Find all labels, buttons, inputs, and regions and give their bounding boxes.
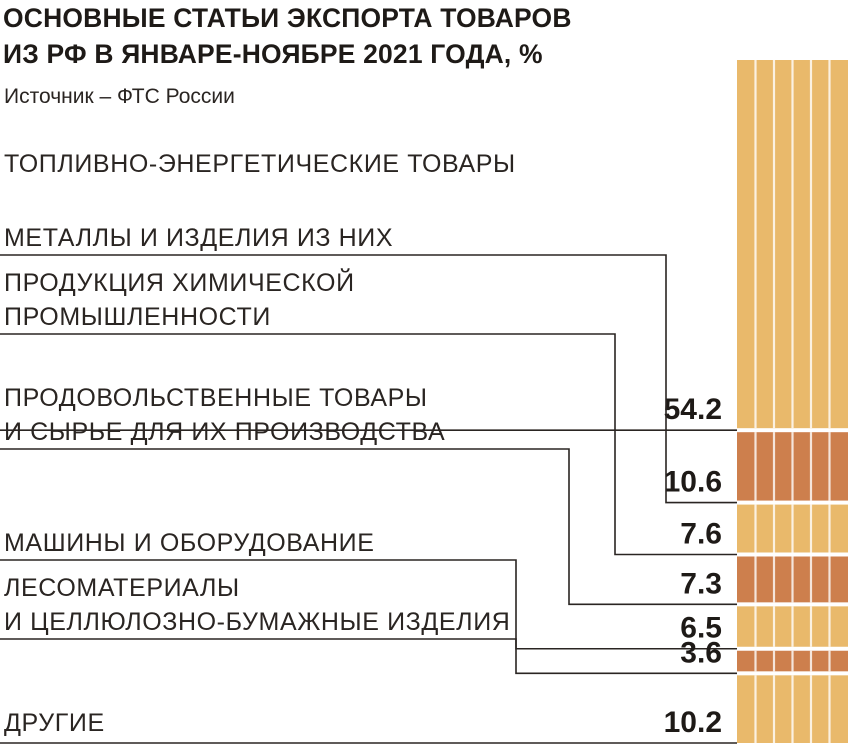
- value-label: 7.3: [680, 567, 722, 600]
- value-label: 7.6: [680, 517, 722, 550]
- value-label: 6.5: [680, 612, 722, 645]
- leader-line: [0, 254, 737, 504]
- category-label: ПРОДОВОЛЬСТВЕННЫЕ ТОВАРЫ: [4, 384, 428, 412]
- category-label: ПРОМЫШЛЕННОСТИ: [4, 303, 271, 331]
- category-label: И СЫРЬЕ ДЛЯ ИХ ПРОИЗВОДСТВА: [4, 418, 445, 446]
- leader-line: [0, 559, 737, 650]
- category-label: ПРОДУКЦИЯ ХИМИЧЕСКОЙ: [4, 267, 355, 297]
- category-label: ДРУГИЕ: [4, 709, 105, 737]
- value-label: 3.6: [680, 636, 722, 669]
- value-label: 10.6: [664, 466, 722, 499]
- category-label: МАШИНЫ И ОБОРУДОВАНИЕ: [4, 529, 375, 557]
- category-label: МЕТАЛЛЫ И ИЗДЕЛИЯ ИЗ НИХ: [4, 224, 393, 252]
- value-label: 54.2: [664, 393, 722, 426]
- value-label: 10.2: [664, 706, 722, 739]
- category-label: ЛЕСОМАТЕРИАЛЫ: [4, 574, 240, 602]
- chart-title-line-1: ОСНОВНЫЕ СТАТЬИ ЭКСПОРТА ТОВАРОВ: [3, 3, 572, 33]
- chart-title: ОСНОВНЫЕ СТАТЬИ ЭКСПОРТА ТОВАРОВ ИЗ РФ В…: [3, 0, 572, 72]
- chart-source: Источник – ФТС России: [4, 85, 235, 108]
- leader-line: [0, 333, 737, 556]
- category-label: И ЦЕЛЛЮЛОЗНО-БУМАЖНЫЕ ИЗДЕЛИЯ: [4, 608, 510, 636]
- leader-line: [0, 638, 737, 675]
- chart-title-line-2: ИЗ РФ В ЯНВАРЕ-НОЯБРЕ 2021 ГОДА, %: [3, 39, 543, 69]
- category-label: ТОПЛИВНО-ЭНЕРГЕТИЧЕСКИЕ ТОВАРЫ: [4, 150, 516, 178]
- leader-line: [0, 448, 737, 606]
